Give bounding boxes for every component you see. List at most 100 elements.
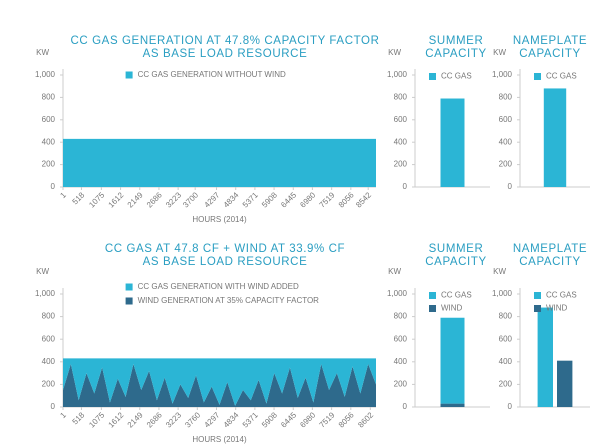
x-tick-label: 1075 (87, 410, 106, 429)
x-tick-label: 4297 (202, 190, 221, 209)
y-tick-label: 0 (403, 402, 408, 411)
y-tick-label: 600 (42, 334, 56, 343)
legend-swatch (534, 292, 541, 299)
x-tick-label: 4834 (222, 410, 241, 429)
chart-title: CAPACITY (519, 48, 580, 60)
x-tick-label: 8602 (356, 410, 375, 429)
bar (537, 307, 553, 407)
chart-title: CAPACITY (425, 48, 486, 60)
y-tick-label: 0 (508, 402, 513, 411)
x-tick-label: 3223 (164, 190, 183, 209)
y-tick-label: 200 (499, 380, 513, 389)
y-tick-label: 200 (394, 380, 408, 389)
legend-swatch (534, 305, 541, 312)
x-tick-label: 4834 (222, 190, 241, 209)
x-tick-label: 5371 (241, 410, 260, 429)
legend-label: CC GAS GENERATION WITH WIND ADDED (138, 282, 299, 291)
x-tick-label: 6445 (279, 410, 298, 429)
y-tick-label: 0 (508, 182, 513, 191)
bar (543, 88, 567, 187)
y-tick-label: 400 (42, 137, 56, 146)
y-tick-label: 1,000 (387, 289, 408, 298)
legend-label: CC GAS (441, 72, 472, 81)
x-tick-label: 518 (71, 410, 87, 426)
x-tick-label: 1075 (87, 190, 106, 209)
legend-swatch (125, 283, 133, 291)
y-axis-label: KW (493, 267, 506, 276)
y-tick-label: 800 (42, 93, 56, 102)
y-axis-label: KW (388, 48, 401, 57)
y-tick-label: 1,000 (387, 70, 408, 79)
legend-swatch (429, 305, 436, 312)
y-tick-label: 800 (499, 93, 513, 102)
x-tick-label: 2149 (126, 190, 145, 209)
chart-title: AS BASE LOAD RESOURCE (143, 256, 308, 268)
y-tick-label: 400 (499, 137, 513, 146)
y-tick-label: 0 (51, 402, 56, 411)
x-tick-label: 1612 (107, 410, 126, 429)
y-axis-label: KW (388, 267, 401, 276)
legend-label: CC GAS (441, 291, 472, 300)
x-tick-label: 518 (71, 190, 87, 206)
legend-label: CC GAS GENERATION WITHOUT WIND (138, 70, 286, 79)
x-tick-label: 6980 (298, 190, 317, 209)
y-tick-label: 800 (42, 312, 56, 321)
y-tick-label: 200 (499, 160, 513, 169)
y-tick-label: 400 (42, 357, 56, 366)
x-tick-label: 4297 (202, 410, 221, 429)
x-tick-label: 1 (58, 410, 68, 420)
legend-label: CC GAS (546, 291, 577, 300)
area (63, 138, 376, 187)
chart-title: CAPACITY (425, 256, 486, 268)
legend-label: CC GAS (546, 72, 577, 81)
y-tick-label: 1,000 (492, 289, 513, 298)
x-tick-label: 5371 (241, 190, 260, 209)
x-tick-label: 5908 (260, 190, 279, 209)
y-tick-label: 0 (403, 182, 408, 191)
x-tick-label: 1612 (107, 190, 126, 209)
legend-swatch (429, 73, 436, 80)
y-tick-label: 800 (499, 312, 513, 321)
x-tick-label: 8542 (354, 190, 373, 209)
legend-label: WIND (441, 304, 463, 313)
y-tick-label: 600 (394, 334, 408, 343)
y-tick-label: 200 (42, 160, 56, 169)
legend-swatch (125, 71, 133, 79)
x-tick-label: 7519 (318, 410, 337, 429)
bar (440, 403, 465, 407)
legend-swatch (429, 292, 436, 299)
area (63, 364, 376, 407)
chart-title: AS BASE LOAD RESOURCE (143, 48, 308, 60)
x-tick-label: 3223 (164, 410, 183, 429)
x-axis-label: HOURS (2014) (192, 215, 247, 224)
x-tick-label: 2686 (145, 190, 164, 209)
y-tick-label: 600 (499, 115, 513, 124)
chart-title: CAPACITY (519, 256, 580, 268)
legend-swatch (534, 73, 541, 80)
y-tick-label: 400 (394, 357, 408, 366)
x-tick-label: 2686 (145, 410, 164, 429)
y-tick-label: 1,000 (35, 70, 56, 79)
y-tick-label: 600 (394, 115, 408, 124)
bar (440, 98, 465, 187)
y-tick-label: 1,000 (35, 289, 56, 298)
x-tick-label: 6980 (298, 410, 317, 429)
y-tick-label: 200 (394, 160, 408, 169)
y-tick-label: 600 (42, 115, 56, 124)
chart-title: NAMEPLATE (513, 243, 587, 255)
x-tick-label: 7519 (318, 190, 337, 209)
x-tick-label: 6445 (279, 190, 298, 209)
chart-title: CC GAS GENERATION AT 47.8% CAPACITY FACT… (71, 35, 380, 47)
y-tick-label: 600 (499, 334, 513, 343)
y-tick-label: 800 (394, 312, 408, 321)
y-tick-label: 1,000 (492, 70, 513, 79)
legend-label: WIND GENERATION AT 35% CAPACITY FACTOR (138, 296, 320, 305)
legend-swatch (125, 297, 133, 305)
legend-label: WIND (546, 304, 568, 313)
area (63, 358, 376, 406)
y-tick-label: 200 (42, 380, 56, 389)
y-tick-label: 0 (51, 182, 56, 191)
x-tick-label: 8056 (337, 410, 356, 429)
y-tick-label: 800 (394, 93, 408, 102)
